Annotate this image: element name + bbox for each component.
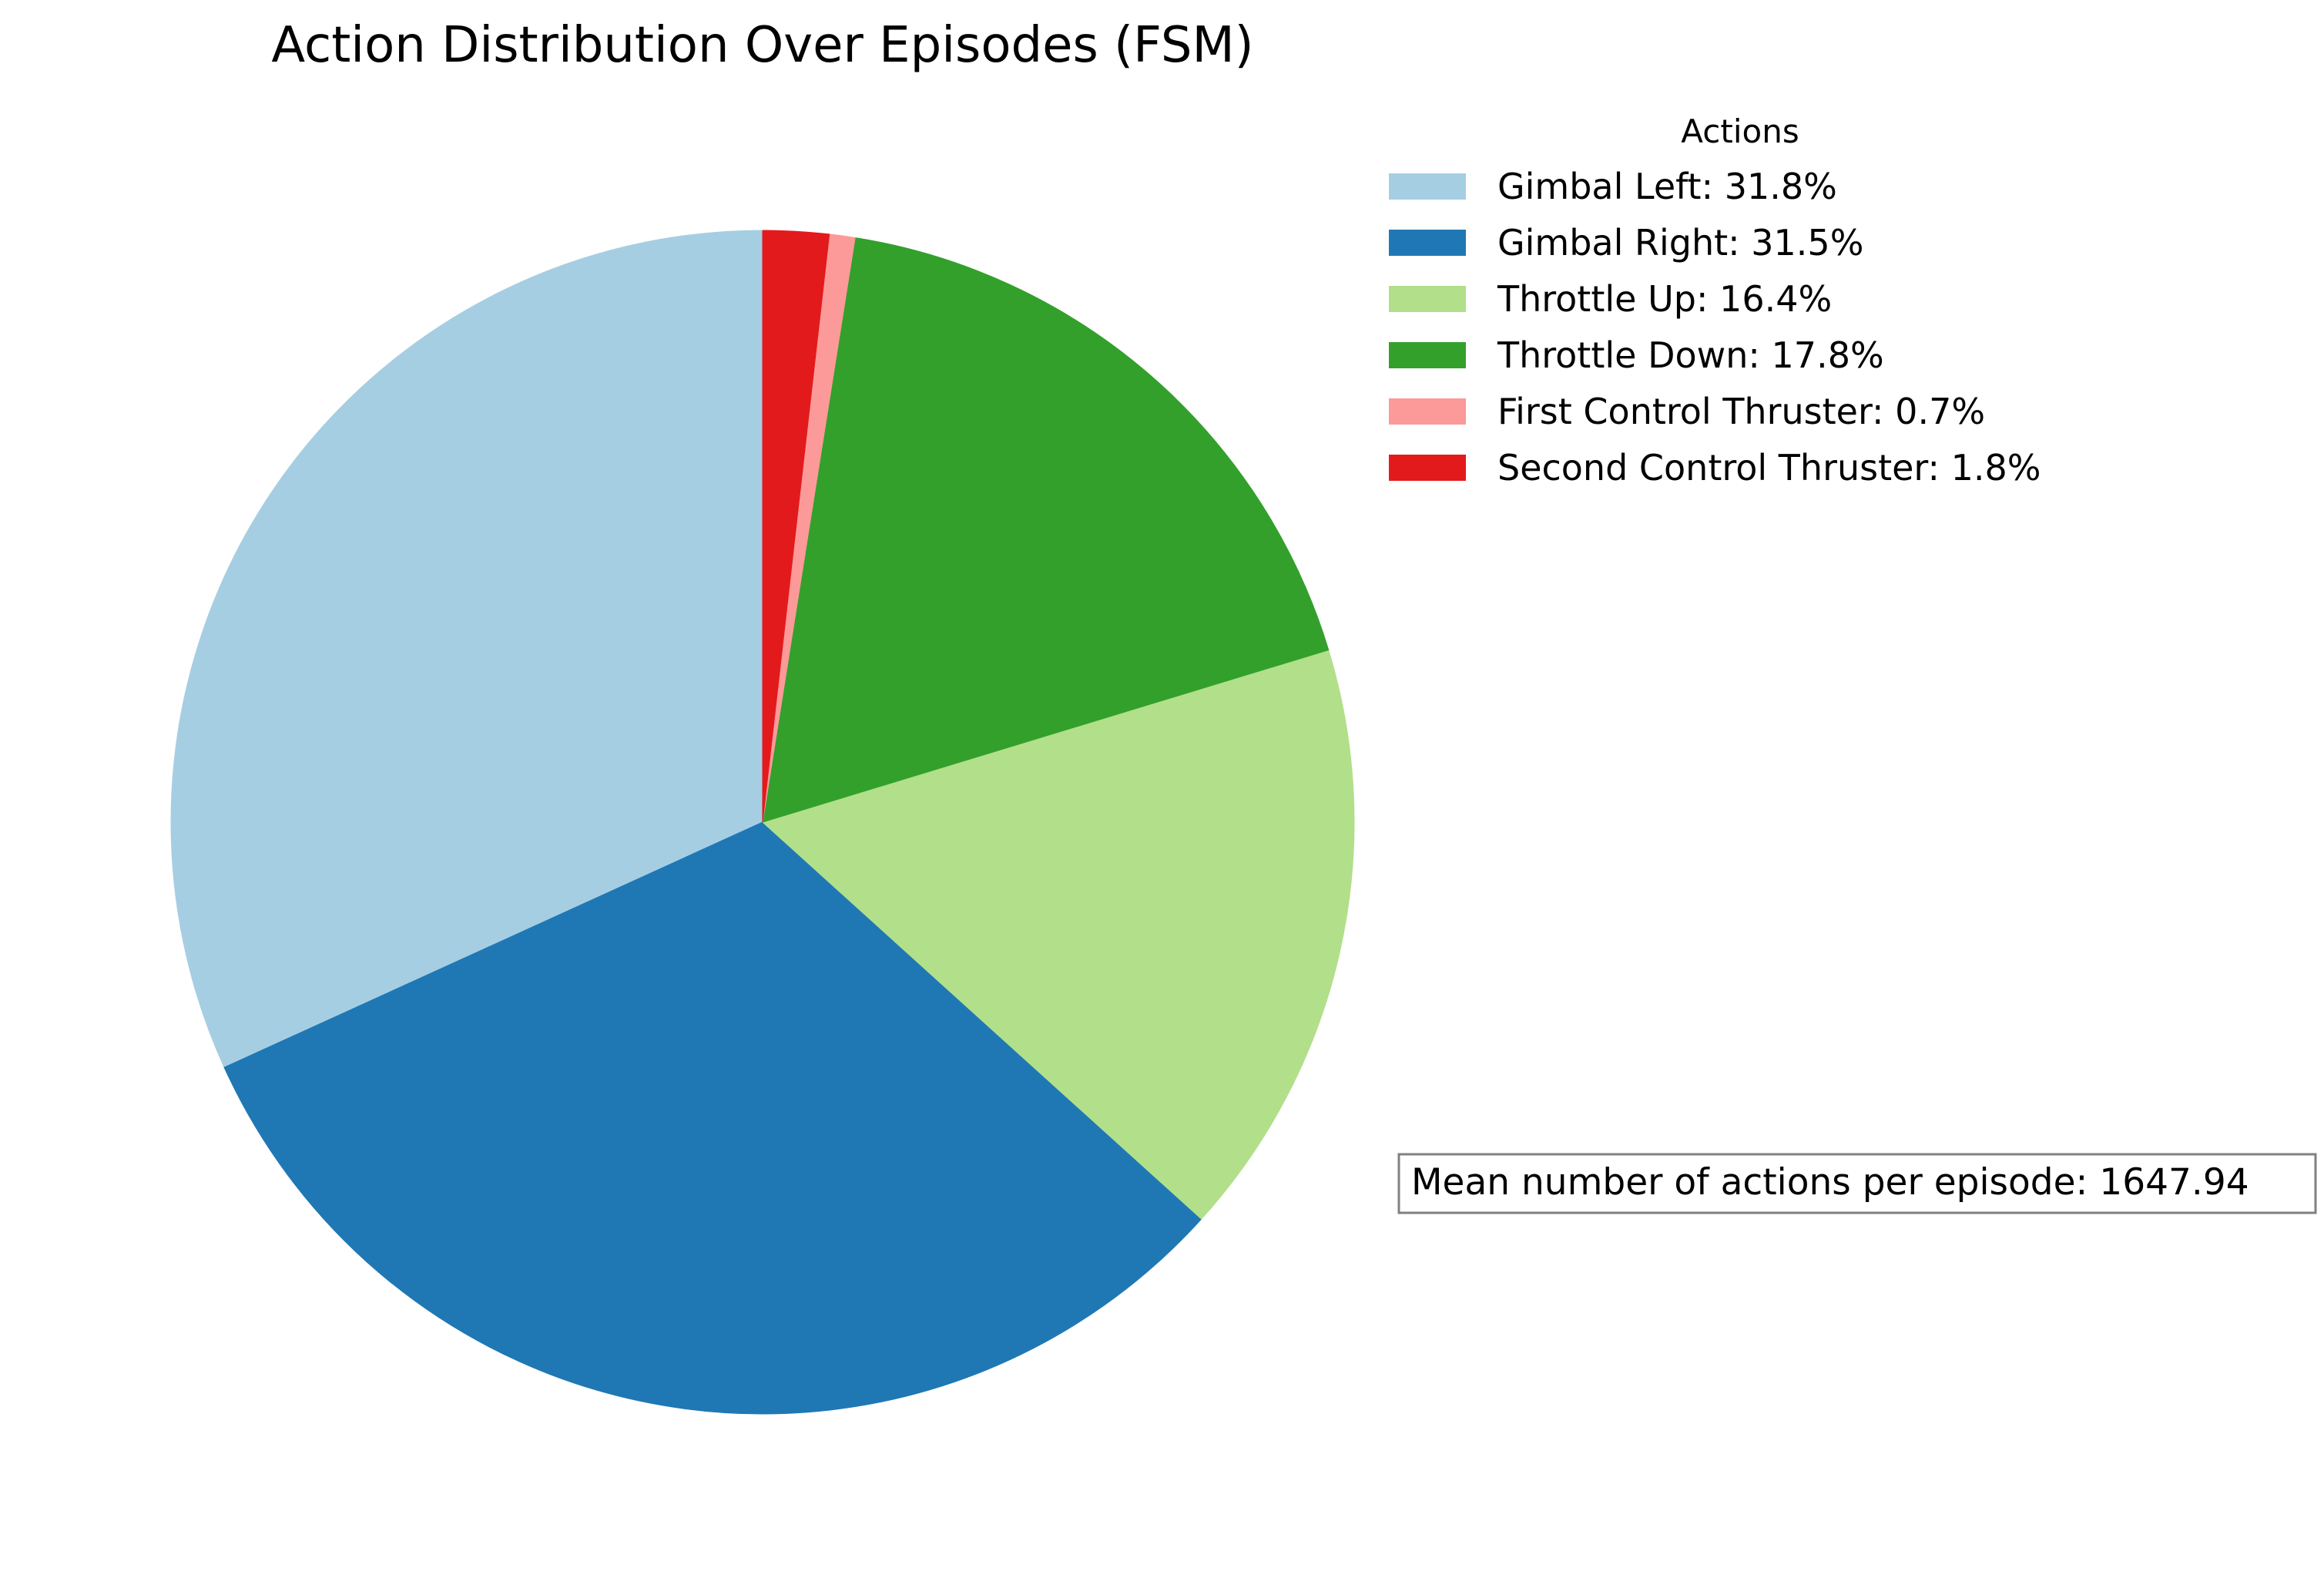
pie-slice-second-control-thruster [762,230,830,823]
annotation-text: Mean number of actions per episode: 1647… [1411,1161,2249,1204]
legend-swatch-throttle-up [1389,286,1466,312]
legend-label-gimbal-left: Gimbal Left: 31.8% [1497,166,1837,207]
legend-swatch-first-control-thruster [1389,398,1466,425]
legend-swatch-throttle-down [1389,342,1466,368]
pie-slice-throttle-down [762,237,1330,823]
legend-label-second-control-thruster: Second Control Thruster: 1.8% [1497,447,2041,489]
legend-label-gimbal-right: Gimbal Right: 31.5% [1497,222,1863,264]
chart-title: Action Distribution Over Episodes (FSM) [271,17,1253,74]
pie-slice-gimbal-right [223,821,1202,1415]
legend-swatch-gimbal-right [1389,230,1466,256]
legend-title: Actions [1681,112,1799,150]
legend: Actions Gimbal Left: 31.8% Gimbal Right: … [1389,112,2041,489]
legend-swatch-gimbal-left [1389,173,1466,200]
annotation-box [1397,1153,2317,1214]
legend-label-throttle-up: Throttle Up: 16.4% [1497,278,1832,320]
legend-label-first-control-thruster: First Control Thruster: 0.7% [1497,391,1985,432]
legend-label-throttle-down: Throttle Down: 17.8% [1497,334,1884,376]
pie-slices [170,230,1355,1415]
pie-slice-gimbal-left [170,230,763,1068]
legend-swatch-second-control-thruster [1389,455,1466,481]
pie-slice-throttle-up [762,649,1355,1220]
mean-actions-annotation: Mean number of actions per episode: 1647… [1397,1153,2317,1214]
